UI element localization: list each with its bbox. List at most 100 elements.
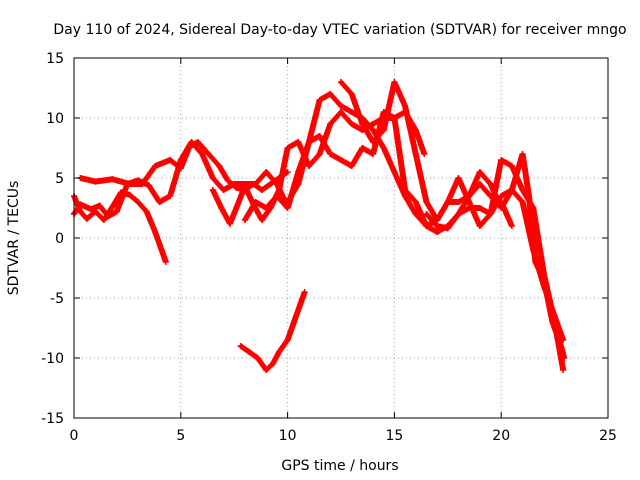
y-tick-label: -15 [41,411,64,427]
data-point [327,151,334,157]
data-point [139,181,146,187]
data-point [284,205,291,211]
data-point [250,181,257,187]
data-point [370,127,377,133]
data-point [455,211,462,217]
data-point [402,103,409,109]
data-point [444,225,451,232]
series-track-g [338,79,567,373]
marker-trail [237,290,308,373]
data-point [380,127,387,133]
data-point [276,187,283,193]
data-point [284,199,291,205]
data-point [167,193,174,199]
data-point [487,211,494,217]
data-point [77,201,84,208]
x-tick-label: 0 [70,428,79,444]
data-point [145,182,152,189]
data-point [254,355,261,361]
data-point [83,215,90,222]
series-track-h [423,151,568,361]
y-tick-label: 0 [55,231,64,247]
data-point [455,199,462,205]
data-point [561,355,568,361]
data-point [263,367,270,373]
data-point [466,193,473,199]
data-point [380,145,387,151]
data-point [412,151,419,157]
data-point [224,177,231,184]
data-point [549,319,556,325]
data-point [273,193,280,199]
data-point [291,319,298,325]
data-point [209,175,216,181]
data-point [241,183,248,190]
data-point [338,79,344,85]
x-tick-label: 10 [279,428,297,444]
data-point [96,202,103,209]
data-point [476,205,483,211]
x-tick-label: 25 [599,428,617,444]
x-tick-label: 20 [492,428,510,444]
data-point [338,109,344,115]
data-point [152,163,159,169]
data-point [476,223,483,229]
data-point [338,103,344,109]
data-point [205,151,212,157]
data-point [359,145,366,151]
data-point [498,157,505,163]
data-point [295,139,302,145]
data-point [444,199,451,205]
data-point [532,259,539,265]
data-point [143,208,150,215]
data-point [423,199,430,205]
data-point [476,181,483,187]
data-point [327,91,334,97]
data-point [370,151,377,157]
data-point [258,187,265,193]
x-tick-label: 5 [176,428,185,444]
x-axis-label: GPS time / hours [281,458,398,474]
data-point [276,349,283,355]
data-point [359,121,366,127]
data-point [109,203,116,210]
data-point [105,213,112,220]
data-point [519,199,526,205]
data-point [269,361,276,367]
data-point [348,121,355,127]
y-tick-label: 10 [46,111,64,127]
data-point [199,151,206,157]
data-point [246,349,253,355]
plot-frame [73,57,609,419]
data-point [252,199,259,205]
data-point [434,223,441,229]
data-point [113,208,120,215]
data-point [186,143,193,150]
data-point [226,220,233,227]
data-point [412,211,419,217]
data-point [391,79,398,85]
data-point [391,115,398,121]
data-point [348,109,355,115]
data-point [220,187,227,193]
data-point [209,187,216,193]
data-point [455,175,462,181]
chart-title: Day 110 of 2024, Sidereal Day-to-day VTE… [53,22,626,38]
data-point [434,229,441,235]
series-track-c [77,139,291,193]
data-point [237,343,244,349]
data-point [233,205,240,211]
data-point [194,139,201,145]
data-point [216,163,223,169]
y-tick-label: 15 [46,51,64,67]
data-point [233,184,240,191]
data-point [434,217,441,223]
data-point [498,193,505,199]
data-point [370,139,377,145]
data-point [560,367,567,373]
data-point [519,151,526,157]
data-point [100,217,107,223]
data-point [241,217,248,223]
data-point [402,193,409,199]
